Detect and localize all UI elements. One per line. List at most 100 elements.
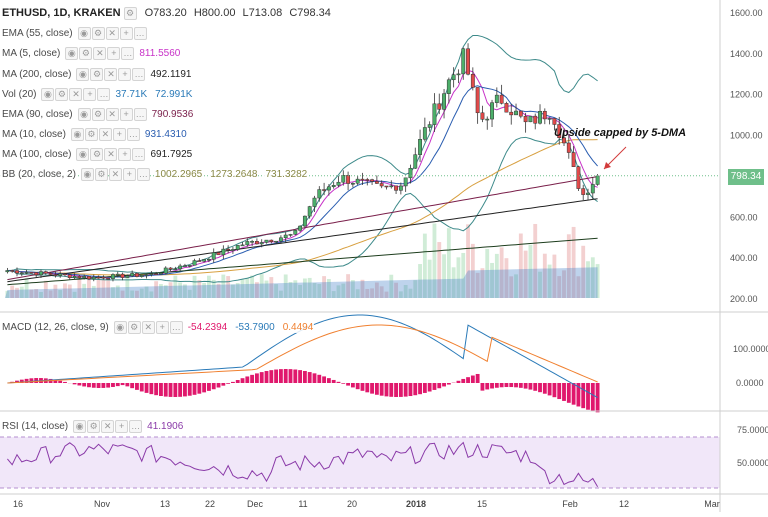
- settings-icon[interactable]: ⚙: [128, 321, 141, 334]
- more-icon[interactable]: …: [134, 108, 147, 121]
- candle-body: [92, 277, 95, 279]
- candle-body: [6, 270, 9, 271]
- macd-hist-bar: [250, 375, 254, 383]
- eye-icon[interactable]: ◉: [76, 68, 89, 81]
- eye-icon[interactable]: ◉: [41, 88, 54, 101]
- add-icon[interactable]: +: [123, 168, 136, 181]
- close-icon[interactable]: ✕: [101, 420, 114, 433]
- macd-hist-bar: [303, 371, 307, 383]
- settings-icon[interactable]: ⚙: [92, 27, 105, 40]
- more-icon[interactable]: …: [137, 168, 150, 181]
- candle-body: [481, 113, 484, 120]
- eye-icon[interactable]: ◉: [65, 47, 78, 60]
- more-icon[interactable]: …: [170, 321, 183, 334]
- candle-body: [11, 270, 14, 271]
- annotation-text[interactable]: Upside capped by 5-DMA: [554, 127, 686, 139]
- study-row-macd[interactable]: MACD (12, 26, close, 9)◉⚙✕+…-54.2394-53.…: [0, 319, 320, 335]
- macd-hist-bar: [471, 376, 475, 383]
- settings-icon[interactable]: ⚙: [55, 88, 68, 101]
- time-tick-label: 12: [619, 499, 629, 509]
- macd-hist-bar: [481, 383, 485, 391]
- settings-icon[interactable]: ⚙: [90, 148, 103, 161]
- close-icon[interactable]: ✕: [69, 88, 82, 101]
- macd-hist-bar: [495, 383, 499, 388]
- study-row-ma200[interactable]: MA (200, close)◉⚙✕+…492.1191: [0, 66, 198, 82]
- study-value: 811.5560: [138, 48, 181, 59]
- add-icon[interactable]: +: [120, 108, 133, 121]
- study-value: -54.2394: [187, 322, 228, 333]
- close-icon[interactable]: ✕: [93, 47, 106, 60]
- more-icon[interactable]: …: [134, 27, 147, 40]
- study-row-ma5[interactable]: MA (5, close)◉⚙✕+…811.5560: [0, 45, 187, 61]
- close-icon[interactable]: ✕: [109, 168, 122, 181]
- eye-icon[interactable]: ◉: [81, 168, 94, 181]
- close-icon[interactable]: ✕: [106, 27, 119, 40]
- macd-hist-bar: [341, 383, 345, 384]
- candle-body: [380, 183, 383, 186]
- symbol-label[interactable]: ETHUSD, 1D, KRAKEN: [2, 7, 121, 19]
- macd-hist-bar: [361, 383, 365, 391]
- add-icon[interactable]: +: [118, 68, 131, 81]
- study-row-ema55[interactable]: EMA (55, close)◉⚙✕+…: [0, 25, 151, 41]
- add-icon[interactable]: +: [118, 148, 131, 161]
- macd-hist-bar: [255, 373, 259, 383]
- settings-icon[interactable]: ⚙: [85, 128, 98, 141]
- study-row-ma10[interactable]: MA (10, close)◉⚙✕+…931.4310: [0, 126, 194, 142]
- time-tick-label: 13: [160, 499, 170, 509]
- macd-hist-bar: [101, 383, 105, 388]
- eye-icon[interactable]: ◉: [78, 27, 91, 40]
- add-icon[interactable]: +: [83, 88, 96, 101]
- macd-hist-bar: [500, 383, 504, 387]
- close-icon[interactable]: ✕: [99, 128, 112, 141]
- macd-hist-bar: [442, 383, 446, 386]
- macd-hist-bar: [29, 378, 33, 383]
- candle-body: [505, 103, 508, 112]
- eye-icon[interactable]: ◉: [114, 321, 127, 334]
- macd-hist-bar: [149, 383, 153, 394]
- settings-icon[interactable]: ⚙: [87, 420, 100, 433]
- macd-hist-bar: [164, 383, 168, 397]
- close-icon[interactable]: ✕: [142, 321, 155, 334]
- more-icon[interactable]: …: [129, 420, 142, 433]
- add-icon[interactable]: +: [113, 128, 126, 141]
- add-icon[interactable]: +: [156, 321, 169, 334]
- settings-icon[interactable]: ⚙: [124, 7, 137, 20]
- add-icon[interactable]: +: [120, 27, 133, 40]
- candle-body: [68, 275, 71, 278]
- settings-icon[interactable]: ⚙: [90, 68, 103, 81]
- close-icon[interactable]: ✕: [106, 108, 119, 121]
- study-buttons: ◉⚙✕+…: [41, 88, 111, 101]
- study-row-ema90[interactable]: EMA (90, close)◉⚙✕+…790.9536: [0, 106, 200, 122]
- more-icon[interactable]: …: [97, 88, 110, 101]
- settings-icon[interactable]: ⚙: [79, 47, 92, 60]
- macd-hist-bar: [298, 370, 302, 383]
- settings-icon[interactable]: ⚙: [92, 108, 105, 121]
- eye-icon[interactable]: ◉: [73, 420, 86, 433]
- price-tick-label: 1000.00: [730, 131, 763, 141]
- close-icon[interactable]: ✕: [104, 148, 117, 161]
- add-icon[interactable]: +: [115, 420, 128, 433]
- candle-body: [500, 95, 503, 103]
- close-icon[interactable]: ✕: [104, 68, 117, 81]
- more-icon[interactable]: …: [121, 47, 134, 60]
- macd-hist-bar: [106, 383, 110, 388]
- candle-body: [39, 272, 42, 275]
- more-icon[interactable]: …: [132, 68, 145, 81]
- eye-icon[interactable]: ◉: [71, 128, 84, 141]
- study-value: 37.71K: [114, 89, 148, 100]
- candle-body: [159, 273, 162, 274]
- settings-icon[interactable]: ⚙: [95, 168, 108, 181]
- more-icon[interactable]: …: [127, 128, 140, 141]
- candle-body: [183, 266, 186, 267]
- eye-icon[interactable]: ◉: [76, 148, 89, 161]
- eye-icon[interactable]: ◉: [78, 108, 91, 121]
- study-row-ma100[interactable]: MA (100, close)◉⚙✕+…691.7925: [0, 146, 199, 162]
- study-row-rsi[interactable]: RSI (14, close)◉⚙✕+…41.1906: [0, 418, 190, 434]
- add-icon[interactable]: +: [107, 47, 120, 60]
- more-icon[interactable]: …: [132, 148, 145, 161]
- macd-hist-bar: [356, 383, 360, 389]
